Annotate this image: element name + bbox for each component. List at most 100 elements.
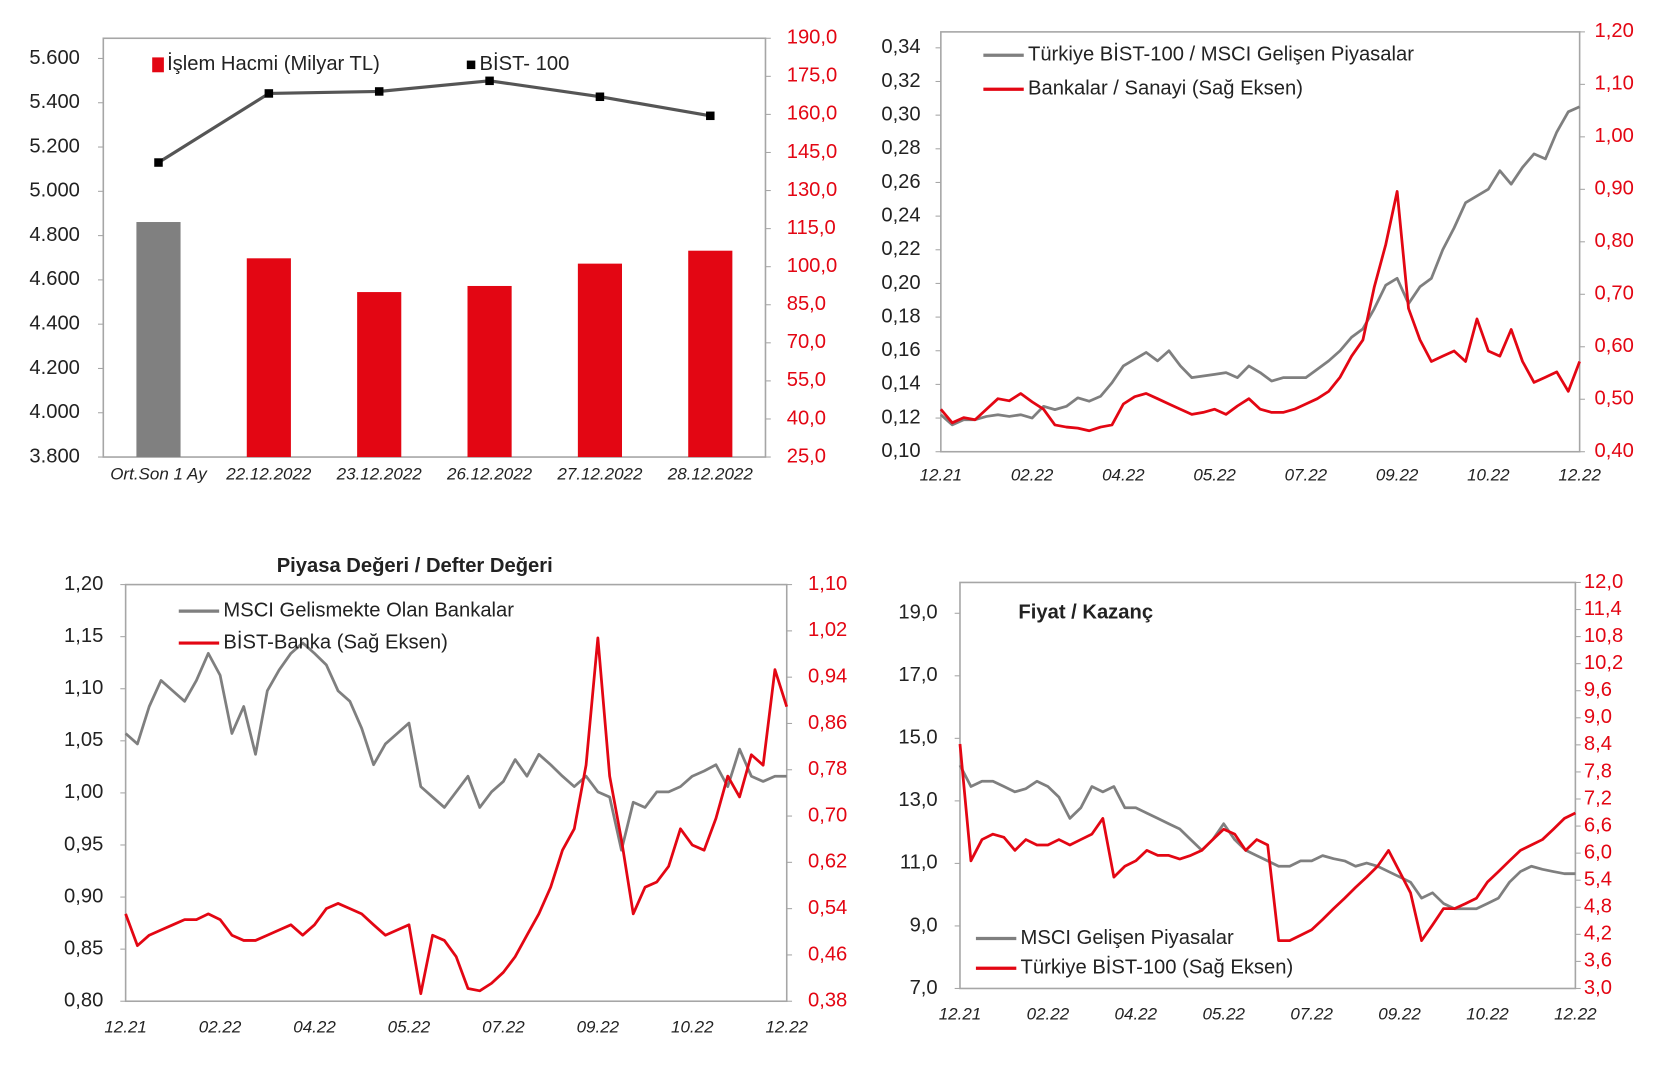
y-tick-label: 0,30	[881, 103, 920, 125]
y-tick-label: 1,00	[64, 781, 103, 803]
y2-tick-label: 0,62	[808, 851, 847, 873]
x-tick-label: 02.22	[1011, 466, 1054, 485]
x-tick-label: 04.22	[1102, 466, 1145, 485]
x-tick-label: 09.22	[577, 1017, 620, 1036]
y2-tick-label: 0,80	[1595, 230, 1634, 252]
y2-tick-label: 10,8	[1584, 625, 1623, 647]
y-tick-label: 0,24	[881, 204, 920, 226]
y-tick-label: 4.000	[29, 401, 80, 423]
x-tick-label: 10.22	[671, 1017, 714, 1036]
series-line	[157, 79, 711, 164]
y-tick-label: 0,26	[881, 171, 920, 193]
y-tick-label: 17,0	[898, 664, 937, 686]
x-tick-label: 26.12.2022	[446, 465, 533, 484]
y-tick-label: 0,34	[881, 36, 920, 58]
y-tick-label: 0,22	[881, 238, 920, 260]
y-tick-label: 0,85	[64, 937, 103, 959]
x-tick-label: 07.22	[482, 1017, 525, 1036]
y-tick-label: 19,0	[898, 602, 937, 624]
y2-tick-label: 3,6	[1584, 950, 1612, 972]
y2-tick-label: 175,0	[787, 65, 838, 87]
y2-tick-label: 7,2	[1584, 787, 1612, 809]
y2-tick-label: 7,8	[1584, 760, 1612, 782]
y2-tick-label: 130,0	[787, 179, 838, 201]
x-tick-label: 09.22	[1378, 1005, 1421, 1024]
line-marker	[485, 76, 494, 86]
y2-tick-label: 0,40	[1595, 440, 1634, 462]
plot-frame	[959, 581, 1577, 990]
y2-tick-label: 5,4	[1584, 869, 1612, 891]
legend-swatch	[152, 57, 164, 73]
bar	[136, 222, 181, 458]
x-tick-label: 09.22	[1376, 466, 1419, 485]
y2-tick-label: 1,00	[1595, 125, 1634, 147]
line-marker	[706, 111, 715, 121]
y-tick-label: 1,15	[64, 625, 103, 647]
y2-tick-label: 3,0	[1584, 977, 1612, 999]
y-tick-label: 0,20	[881, 272, 920, 294]
y2-tick-label: 0,86	[808, 712, 847, 734]
y2-tick-label: 9,0	[1584, 706, 1612, 728]
chart-title: Piyasa Değeri / Defter Değeri	[277, 555, 553, 577]
y-tick-label: 5.600	[29, 47, 80, 69]
y-tick-label: 1,20	[64, 573, 103, 595]
y2-tick-label: 6,6	[1584, 814, 1612, 836]
y2-tick-label: 0,38	[808, 990, 847, 1012]
y-tick-label: 5.200	[29, 135, 80, 157]
x-tick-label: 12.22	[1558, 466, 1601, 485]
x-tick-label: 05.22	[388, 1017, 431, 1036]
y-tick-label: 13,0	[898, 789, 937, 811]
y2-tick-label: 1,10	[1595, 73, 1634, 95]
y-tick-label: 0,14	[881, 373, 920, 395]
series-line	[939, 190, 1581, 433]
y2-tick-label: 10,2	[1584, 652, 1623, 674]
y-tick-label: 0,18	[881, 305, 920, 327]
y2-tick-label: 70,0	[787, 331, 826, 353]
line-marker	[374, 87, 384, 96]
legend-label: BİST-Banka (Sağ Eksen)	[223, 630, 447, 653]
x-tick-label: 10.22	[1466, 1005, 1509, 1024]
series-line	[124, 641, 787, 852]
x-tick-label: 12.21	[939, 1005, 982, 1024]
y-tick-label: 0,32	[881, 70, 920, 92]
x-tick-label: 12.22	[1554, 1005, 1597, 1024]
legend-label: MSCI Gelişen Piyasalar	[1021, 927, 1234, 949]
y2-tick-label: 55,0	[787, 369, 826, 391]
y2-tick-label: 115,0	[787, 217, 836, 239]
x-tick-label: 23.12.2022	[336, 465, 423, 484]
plot-frame	[102, 37, 767, 458]
y-tick-label: 0,28	[881, 137, 920, 159]
line-marker	[595, 92, 605, 102]
legend-label: MSCI Gelismekte Olan Bankalar	[223, 599, 514, 621]
legend-label: Türkiye BİST-100 / MSCI Gelişen Piyasala…	[1028, 43, 1414, 66]
y-tick-label: 0,80	[64, 990, 103, 1012]
y-tick-label: 5.400	[29, 91, 80, 113]
x-tick-label: 05.22	[1202, 1005, 1245, 1024]
legend-swatch	[466, 60, 476, 70]
x-tick-label: Ort.Son 1 Ay	[110, 465, 208, 484]
y-tick-label: 7,0	[910, 977, 938, 999]
y2-tick-label: 0,60	[1595, 335, 1634, 357]
y2-tick-label: 8,4	[1584, 733, 1612, 755]
legend-label: Bankalar / Sanayi (Sağ Eksen)	[1028, 78, 1303, 100]
bar	[577, 263, 623, 458]
y-tick-label: 4.400	[29, 313, 80, 335]
legend-label: Türkiye BİST-100 (Sağ Eksen)	[1021, 956, 1294, 979]
y2-tick-label: 9,6	[1584, 679, 1612, 701]
y2-tick-label: 145,0	[787, 141, 838, 163]
y2-tick-label: 0,90	[1595, 178, 1634, 200]
y2-tick-label: 1,20	[1595, 20, 1634, 42]
y2-tick-label: 1,10	[808, 573, 847, 595]
y-tick-label: 15,0	[898, 727, 937, 749]
y-tick-label: 1,10	[64, 677, 103, 699]
x-tick-label: 02.22	[1027, 1005, 1070, 1024]
x-tick-label: 27.12.2022	[556, 465, 643, 484]
chart-title: Fiyat / Kazanç	[1018, 602, 1153, 624]
bar	[467, 285, 512, 458]
x-tick-label: 07.22	[1290, 1005, 1333, 1024]
y-tick-label: 0,10	[881, 440, 920, 462]
y2-tick-label: 0,54	[808, 897, 847, 919]
x-tick-label: 22.12.2022	[225, 465, 312, 484]
